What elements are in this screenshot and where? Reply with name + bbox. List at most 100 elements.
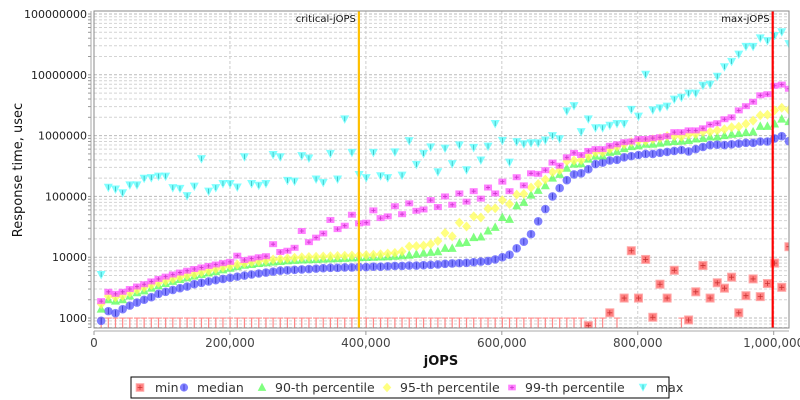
data-point: [719, 124, 729, 135]
data-point: [497, 212, 507, 222]
data-point: [655, 148, 665, 158]
series-min: [98, 242, 789, 328]
min-below-range-mark: [291, 317, 298, 328]
data-point: [526, 190, 536, 199]
data-point: [734, 139, 744, 148]
data-point: [584, 147, 593, 154]
data-point: [347, 250, 357, 261]
legend-marker-circle: [179, 383, 189, 392]
data-point: [125, 301, 135, 310]
min-below-range-mark: [563, 317, 570, 328]
data-point: [705, 80, 715, 90]
data-point: [368, 249, 378, 260]
data-point: [734, 128, 744, 138]
data-point: [719, 283, 729, 293]
data-point: [411, 160, 421, 170]
data-point: [110, 185, 120, 194]
data-point: [762, 37, 772, 46]
data-point: [698, 81, 708, 91]
data-point: [161, 273, 170, 280]
data-point: [605, 142, 614, 149]
data-point: [612, 120, 622, 129]
data-point: [404, 250, 414, 259]
data-point: [462, 221, 472, 232]
data-point: [239, 153, 249, 162]
data-point: [698, 126, 708, 137]
data-point: [648, 149, 658, 159]
data-point: [548, 167, 558, 178]
min-below-range-mark: [470, 317, 477, 328]
legend-marker-diamond: [382, 382, 392, 393]
data-point: [261, 253, 270, 260]
data-point: [204, 187, 214, 197]
data-point: [669, 146, 679, 156]
data-point: [763, 137, 772, 146]
y-tick-label: 100000000: [24, 8, 87, 21]
x-tick-label: 800,000: [613, 336, 663, 350]
data-point: [318, 263, 328, 273]
data-point: [583, 321, 593, 328]
data-point: [168, 285, 178, 295]
data-point: [390, 261, 400, 271]
data-point: [605, 121, 615, 131]
data-point: [189, 182, 199, 192]
data-point: [620, 139, 629, 146]
data-point: [361, 249, 371, 260]
data-point: [282, 176, 292, 186]
data-point: [118, 304, 127, 314]
data-point: [784, 116, 789, 126]
data-point: [333, 226, 342, 233]
min-below-range-mark: [463, 317, 470, 328]
data-point: [340, 222, 349, 229]
legend-label: 90-th percentile: [275, 380, 375, 395]
min-below-range-mark: [528, 317, 535, 328]
data-point: [404, 137, 414, 146]
data-point: [269, 241, 278, 248]
data-point: [304, 154, 314, 164]
data-point: [447, 160, 457, 169]
data-point: [454, 238, 464, 247]
data-point: [297, 152, 307, 161]
data-point: [404, 241, 414, 252]
data-point: [125, 181, 135, 190]
data-point: [290, 244, 299, 251]
min-below-range-mark: [348, 317, 355, 328]
data-point: [433, 235, 443, 246]
data-point: [698, 261, 708, 271]
data-point: [325, 251, 335, 262]
data-point: [619, 293, 629, 303]
data-point: [755, 292, 765, 302]
x-tick-label: 0: [90, 336, 98, 350]
data-point: [713, 120, 722, 127]
data-point: [512, 189, 522, 200]
data-point: [426, 247, 436, 256]
data-point: [734, 50, 744, 60]
min-below-range-mark: [227, 317, 234, 328]
data-point: [455, 190, 464, 197]
annotation-label: critical-jOPS: [296, 14, 356, 25]
data-point: [541, 167, 550, 174]
min-below-range-mark: [112, 317, 119, 328]
data-point: [562, 154, 571, 161]
data-point: [118, 189, 128, 198]
data-point: [555, 183, 564, 193]
x-tick-label: 600,000: [477, 336, 527, 350]
data-point: [706, 121, 715, 128]
min-below-range-mark: [148, 317, 155, 328]
data-point: [111, 308, 120, 318]
data-point: [777, 114, 787, 123]
min-below-range-mark: [248, 317, 255, 328]
data-point: [397, 246, 407, 257]
min-below-range-mark: [241, 317, 248, 328]
data-point: [275, 266, 285, 276]
min-below-range-mark: [578, 317, 585, 328]
data-point: [161, 287, 170, 297]
data-point: [433, 260, 443, 269]
data-point: [605, 156, 615, 165]
min-below-range-mark: [613, 317, 620, 328]
data-point: [641, 70, 651, 80]
data-point: [526, 139, 536, 148]
data-point: [598, 124, 608, 133]
x-tick-label: 400,000: [341, 336, 391, 350]
data-point: [512, 174, 521, 181]
